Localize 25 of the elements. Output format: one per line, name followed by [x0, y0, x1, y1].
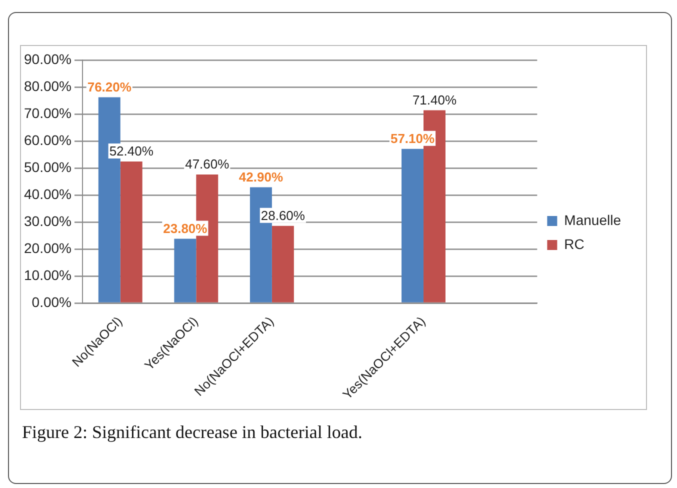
data-label: 57.10%: [390, 130, 436, 146]
data-label: 42.90%: [238, 169, 284, 184]
y-tick-label: 20.00%: [24, 240, 72, 256]
data-label: 23.80%: [163, 220, 208, 236]
y-tick-label: 40.00%: [24, 186, 72, 202]
y-tick-label: 50.00%: [24, 158, 72, 175]
y-tick-label: 70.00%: [24, 104, 72, 121]
y-tick-label: 80.00%: [24, 78, 72, 94]
bar: [120, 162, 142, 302]
y-tick-label: 0.00%: [32, 294, 72, 310]
y-tick-label: 90.00%: [24, 50, 72, 67]
bar: [272, 226, 294, 302]
bar: [174, 238, 196, 302]
data-label: 47.60%: [185, 156, 230, 172]
y-tick-label: 30.00%: [24, 212, 72, 229]
data-label: 71.40%: [412, 92, 457, 108]
caption: Figure 2: Significant decrease in bacterial load.: [22, 422, 362, 443]
bar: [402, 148, 424, 302]
legend-label: RC: [564, 236, 584, 252]
y-tick-label: 10.00%: [24, 266, 72, 283]
data-label: 52.40%: [109, 144, 154, 159]
legend-label: Manuelle: [564, 212, 622, 228]
data-label: 28.60%: [260, 208, 306, 223]
data-label: 76.20%: [87, 79, 132, 94]
y-tick-label: 60.00%: [24, 132, 72, 148]
